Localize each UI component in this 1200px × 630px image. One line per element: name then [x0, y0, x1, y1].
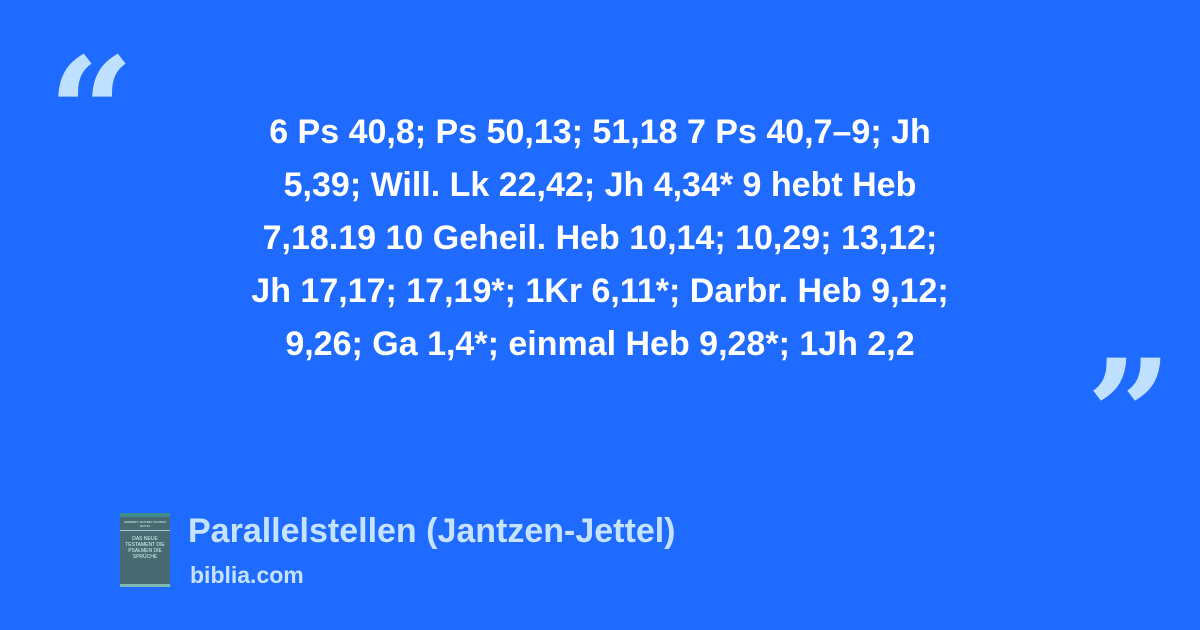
source-site[interactable]: biblia.com	[190, 562, 304, 588]
cover-authors: HERBERT JANTZEN THOMAS JETTEL	[120, 520, 170, 531]
quote-line: 7,18.19 10 Geheil. Heb 10,14; 10,29; 13,…	[262, 219, 938, 257]
source-title: Parallelstellen (Jantzen-Jettel)	[188, 512, 676, 550]
quote-text: 6 Ps 40,8; Ps 50,13; 51,18 7 Ps 40,7–9; …	[100, 106, 1100, 371]
quote-line: 5,39; Will. Lk 22,42; Jh 4,34* 9 hebt He…	[283, 166, 917, 204]
quote-line: 9,26; Ga 1,4*; einmal Heb 9,28*; 1Jh 2,2	[285, 325, 915, 363]
quote-line: Jh 17,17; 17,19*; 1Kr 6,11*; Darbr. Heb …	[251, 272, 949, 310]
close-quote-icon: ”	[1086, 327, 1173, 503]
cover-title: DAS NEUE TESTAMENT DIE PSALMEN DIE SPRÜC…	[125, 536, 165, 560]
quote-line: 6 Ps 40,8; Ps 50,13; 51,18 7 Ps 40,7–9; …	[269, 113, 931, 151]
open-quote-icon: “	[48, 25, 135, 201]
book-cover: HERBERT JANTZEN THOMAS JETTEL DAS NEUE T…	[120, 513, 170, 587]
